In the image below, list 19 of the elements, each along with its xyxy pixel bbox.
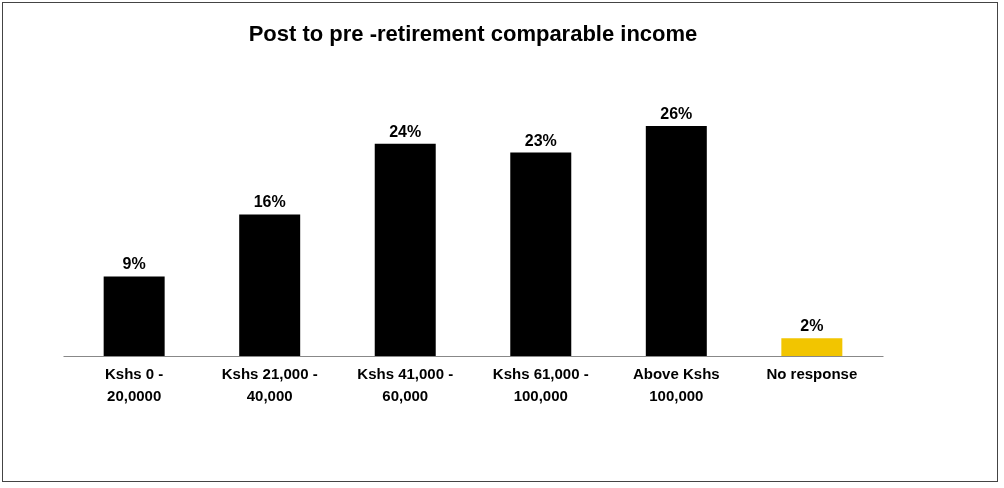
bar xyxy=(374,143,436,356)
x-tick-label: Above Kshs 100,000 xyxy=(632,364,720,404)
bar xyxy=(103,276,165,356)
x-tick-label: Kshs 41,000 - 60,000 xyxy=(357,364,454,404)
bar xyxy=(510,152,572,356)
bar xyxy=(239,214,301,356)
x-tick-label: Kshs 61,000 - 100,000 xyxy=(492,364,589,404)
x-tick-label: Kshs 0 - 20,0000 xyxy=(104,364,164,404)
chart-title: Post to pre -retirement comparable income xyxy=(248,21,698,46)
data-label: 24% xyxy=(389,122,422,140)
data-label: 23% xyxy=(524,131,557,149)
data-label: 16% xyxy=(253,193,286,211)
x-tick-label: No response xyxy=(766,364,858,382)
data-label: 26% xyxy=(660,105,693,122)
x-tick-label: Kshs 21,000 - 40,000 xyxy=(221,364,318,404)
bar xyxy=(781,338,843,356)
bar xyxy=(645,126,707,356)
data-label: 2% xyxy=(800,317,824,335)
data-label: 9% xyxy=(122,255,146,273)
